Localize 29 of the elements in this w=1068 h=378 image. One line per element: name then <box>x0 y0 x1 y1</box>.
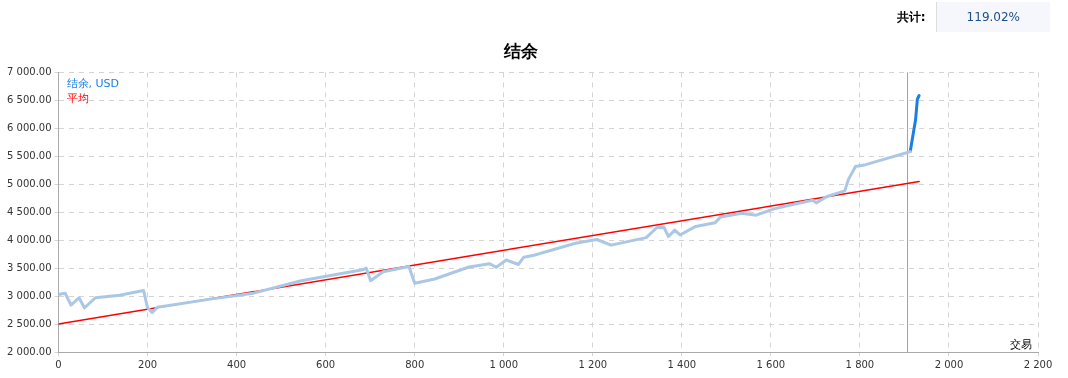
y-tick-label: 4 500.00 <box>7 205 52 217</box>
y-tick-label: 7 000.00 <box>7 65 52 77</box>
y-tick-label: 2 500.00 <box>7 317 52 329</box>
x-axis-title: 交易 <box>1010 338 1032 351</box>
text: 共计: <box>896 8 926 26</box>
x-tick-label: 1 200 <box>578 358 608 370</box>
y-tick-label: 3 500.00 <box>7 261 52 273</box>
x-tick-label: 2 000 <box>934 358 964 370</box>
y-tick-label: 5 000.00 <box>7 177 52 189</box>
x-tick-label: 800 <box>405 358 425 370</box>
x-tick-label: 1 800 <box>845 358 875 370</box>
y-tick-label: 5 500.00 <box>7 149 52 161</box>
x-tick-label: 400 <box>227 358 247 370</box>
y-tick-label: 6 000.00 <box>7 121 52 133</box>
text: 结余, USD <box>66 77 120 91</box>
x-tick-label: 0 <box>55 358 62 370</box>
text: 119.02% <box>935 2 1050 32</box>
x-tick-label: 1 600 <box>756 358 786 370</box>
x-tick-label: 200 <box>138 358 158 370</box>
text: 平均 <box>66 92 89 106</box>
x-tick-label: 1 000 <box>489 358 519 370</box>
x-tick-label: 600 <box>316 358 336 370</box>
x-tick-label: 2 200 <box>1023 358 1053 370</box>
y-tick-label: 4 000.00 <box>7 233 52 245</box>
y-tick-label: 3 000.00 <box>7 289 52 301</box>
chart-title: 结余 <box>503 40 539 61</box>
x-tick-label: 1 400 <box>667 358 697 370</box>
y-tick-label: 2 000.00 <box>7 345 52 357</box>
y-tick-label: 6 500.00 <box>7 93 52 105</box>
